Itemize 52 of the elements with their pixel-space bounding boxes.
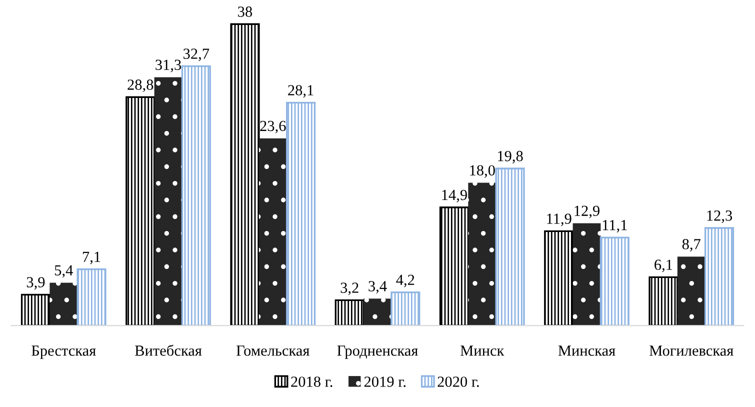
data-label: 28,8: [128, 80, 154, 92]
bar: [181, 65, 211, 326]
data-label: 6,1: [654, 260, 672, 272]
data-label: 38: [238, 6, 252, 17]
x-tick-label: Витебская: [135, 344, 202, 356]
x-tick-label: Могилевская: [650, 346, 734, 356]
x-tick-label: Минская: [558, 346, 616, 356]
bar: [76, 268, 106, 326]
legend-label: 2019 г.: [364, 376, 406, 387]
bar: [230, 23, 260, 326]
bar: [704, 227, 734, 326]
bar: [364, 298, 392, 326]
bar: [50, 282, 78, 326]
data-label: 3,9: [26, 277, 45, 290]
bar: [154, 77, 182, 326]
bar: [286, 102, 316, 326]
x-tick-label: Брестская: [32, 346, 96, 359]
data-label: 11,1: [602, 220, 627, 232]
bar: [677, 256, 706, 326]
bar: [495, 168, 525, 326]
x-tick-label: Гродненская: [337, 346, 418, 359]
bar: [258, 138, 287, 326]
x-tick-label: Минск: [460, 346, 504, 356]
data-label: 4,2: [396, 274, 414, 288]
bar: [126, 96, 156, 326]
data-label: 3,4: [368, 281, 387, 294]
data-label: 23,6: [260, 120, 286, 134]
x-tick-label: Гомельская: [236, 346, 310, 356]
data-label: 3,2: [340, 282, 358, 296]
data-label: 28,1: [288, 85, 314, 98]
legend-label: 2020 г.: [438, 376, 479, 387]
data-label: 14,9: [442, 190, 467, 202]
bar: [390, 291, 420, 326]
data-label: 7,1: [82, 252, 100, 264]
bar: [572, 223, 601, 326]
bar: [439, 206, 470, 326]
data-label: 5,4: [54, 265, 73, 278]
legend-label: 2018 г.: [291, 376, 332, 387]
data-label: 32,7: [184, 48, 210, 62]
data-label: 18,0: [470, 165, 495, 178]
bar: [334, 299, 364, 326]
data-label: 8,7: [682, 238, 700, 252]
bar: [468, 182, 496, 326]
data-label: 19,8: [498, 150, 523, 164]
data-label: 12,3: [707, 210, 732, 223]
bar: [648, 276, 678, 326]
data-label: 12,9: [574, 206, 600, 218]
bar: [600, 236, 630, 326]
data-label: 31,3: [156, 60, 182, 72]
bar: [544, 230, 574, 326]
bar: [20, 294, 51, 326]
data-label: 11,9: [547, 214, 572, 226]
